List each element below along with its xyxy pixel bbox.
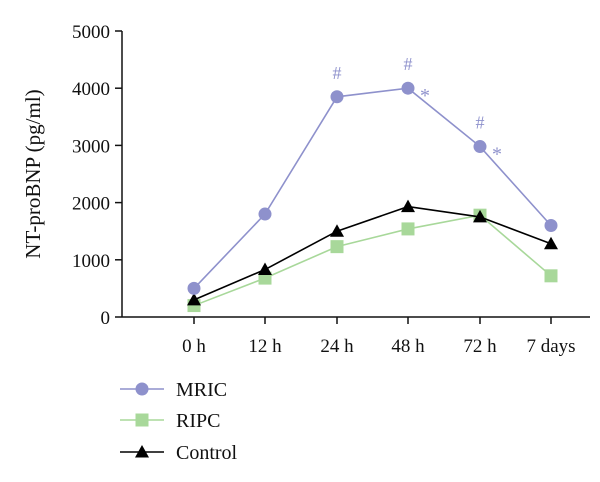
data-point-mric [544,218,558,232]
data-point-mric [187,281,201,295]
legend-item-mric: MRIC [120,379,227,401]
x-tick-label: 0 h [182,336,206,357]
significance-hash-label: # [476,113,485,133]
data-point-mric [258,207,272,221]
data-point-ripc [544,269,558,283]
data-point-ripc [401,222,415,236]
x-tick-label: 48 h [391,336,425,357]
x-tick-label: 12 h [248,336,282,357]
series-mric [187,81,558,295]
y-ticks: 0 1000 2000 3000 4000 5000 [72,22,122,329]
series-line-mric [193,87,552,289]
data-point-mric [473,140,487,154]
data-point-mric [401,81,415,95]
series-line-ripc [193,214,552,307]
legend-label-control: Control [176,442,238,464]
legend-item-control: Control [120,442,238,464]
series-ripc [187,208,558,313]
series-layer [187,81,558,313]
y-tick-label: 2000 [72,194,110,215]
data-point-mric [330,90,344,104]
y-tick-label: 0 [101,308,111,329]
annotation-layer: # # * # * [333,54,503,165]
y-axis-label: NT-proBNP (pg/ml) [21,89,45,258]
significance-hash-label: # [404,54,413,74]
data-point-control [330,224,344,237]
axes: 0 1000 2000 3000 4000 5000 0 h 12 h 24 h 48 h 72 … [21,22,590,357]
x-ticks: 0 h 12 h 24 h 48 h 72 h 7 days [182,317,576,357]
legend-label-ripc: RIPC [176,410,220,432]
y-tick-label: 4000 [72,79,110,100]
significance-star-label: * [492,144,502,166]
x-tick-label: 72 h [463,336,497,357]
legend-marker-mric [135,382,149,396]
y-tick-label: 3000 [72,136,110,157]
series-control [187,199,558,306]
x-tick-label: 24 h [320,336,354,357]
y-tick-label: 1000 [72,251,110,272]
y-tick-label: 5000 [72,22,110,43]
data-point-control [544,236,558,250]
data-point-ripc [330,240,344,254]
legend: MRIC RIPC Control [120,379,238,464]
legend-label-mric: MRIC [176,379,227,401]
data-point-control [473,209,487,223]
significance-hash-label: # [333,63,342,83]
legend-marker-control [135,445,149,458]
data-point-control [258,262,272,276]
x-tick-label: 7 days [526,336,575,357]
legend-marker-ripc [135,413,149,427]
data-point-control [187,292,201,306]
legend-item-ripc: RIPC [120,410,220,432]
data-point-control [401,199,415,213]
series-line-control [193,205,552,301]
significance-star-label: * [420,85,430,107]
